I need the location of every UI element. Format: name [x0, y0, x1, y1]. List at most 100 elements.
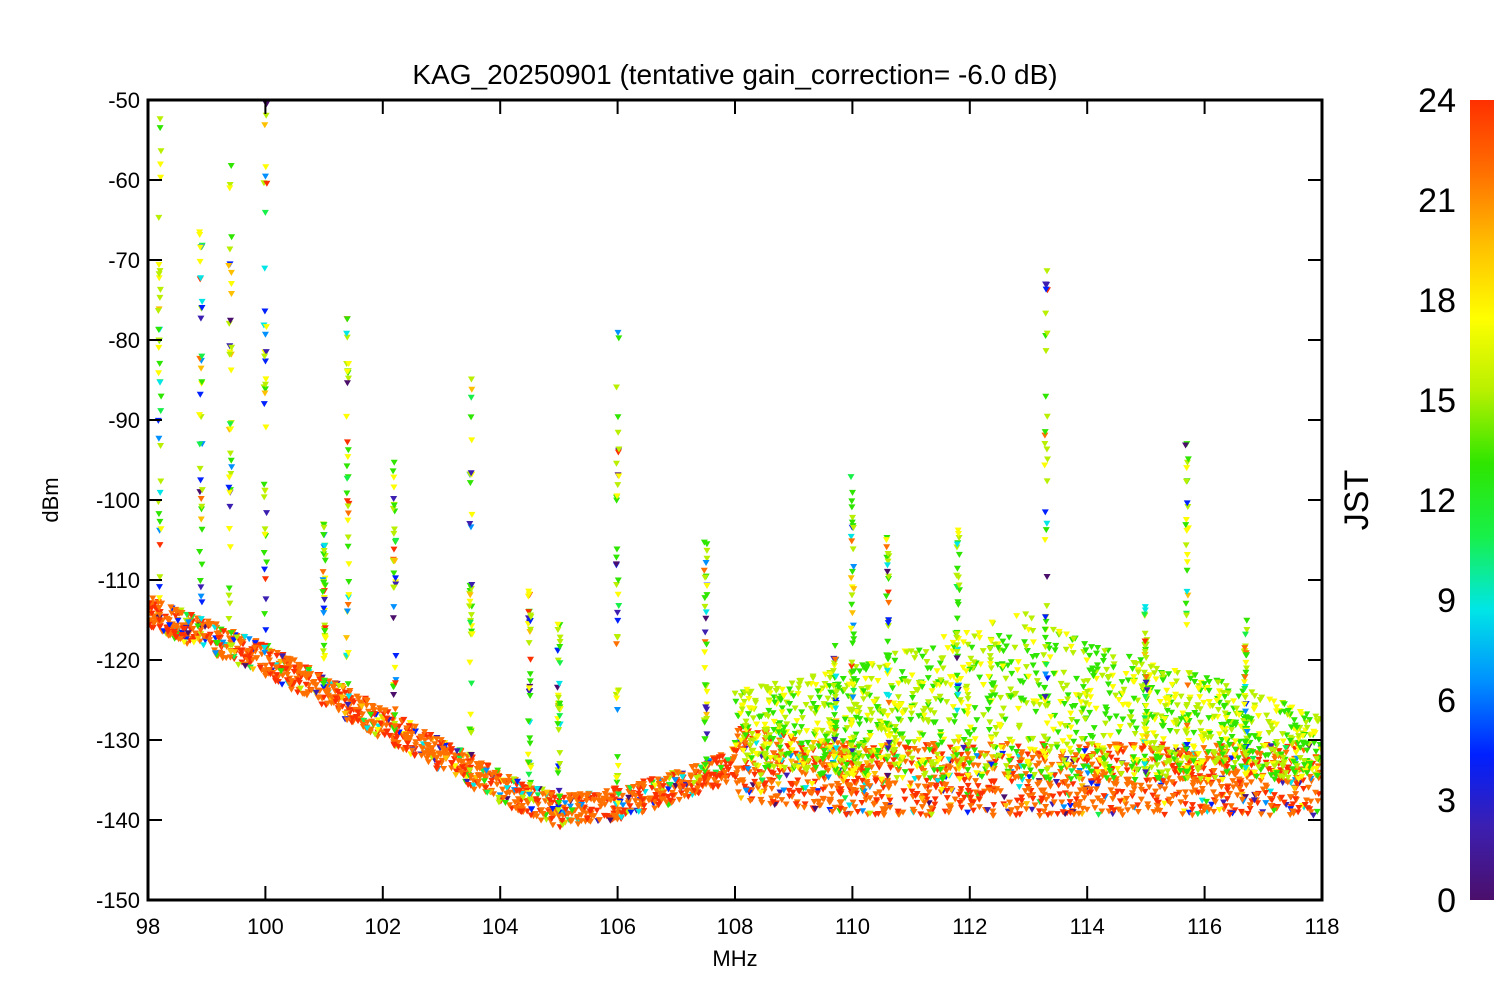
- band-point: [868, 758, 876, 765]
- peak-point: [882, 537, 890, 544]
- floor-point: [767, 769, 775, 776]
- floor-point: [1215, 806, 1223, 813]
- peak-point: [832, 689, 840, 696]
- peak-point: [1240, 744, 1248, 751]
- floor-point: [404, 740, 412, 747]
- floor-point: [757, 772, 765, 779]
- peak-point: [390, 604, 398, 611]
- peak-point: [1141, 715, 1149, 722]
- band-point: [1298, 773, 1306, 780]
- colorbar-tick-label: 21: [1418, 182, 1456, 220]
- floor-point: [754, 730, 762, 737]
- floor-point: [1300, 785, 1308, 792]
- band-point: [936, 767, 944, 774]
- floor-point: [1159, 741, 1167, 748]
- floor-point: [1217, 784, 1225, 791]
- floor-point: [787, 758, 795, 765]
- band-point: [964, 772, 972, 779]
- floor-point: [253, 655, 261, 662]
- floor-point: [382, 722, 390, 729]
- peak-point: [884, 551, 892, 558]
- peak-point: [1143, 740, 1151, 747]
- floor-point: [1198, 789, 1206, 796]
- band-point: [1057, 680, 1065, 687]
- floor-point: [938, 751, 946, 758]
- peak-point: [321, 557, 329, 564]
- floor-point: [912, 792, 920, 799]
- floor-point: [1110, 780, 1118, 787]
- band-point: [1271, 776, 1279, 783]
- band-point: [1197, 776, 1205, 783]
- floor-point: [1223, 796, 1231, 803]
- peak-point: [554, 621, 562, 628]
- floor-point: [1066, 791, 1074, 798]
- floor-point: [908, 760, 916, 767]
- floor-point: [172, 609, 180, 616]
- floor-point: [332, 695, 340, 702]
- band-point: [775, 757, 783, 764]
- peak-point: [261, 390, 269, 397]
- band-point: [1281, 708, 1289, 715]
- peak-point: [832, 766, 840, 773]
- peak-point: [884, 753, 892, 760]
- floor-point: [973, 753, 981, 760]
- band-point: [1125, 702, 1133, 709]
- floor-point: [658, 796, 666, 803]
- band-point: [776, 696, 784, 703]
- band-point: [904, 739, 912, 746]
- band-point: [767, 755, 775, 762]
- peak-point: [390, 526, 398, 533]
- band-point: [1076, 692, 1084, 699]
- band-point: [1001, 716, 1009, 723]
- floor-point: [1305, 784, 1313, 791]
- band-point: [1219, 776, 1227, 783]
- floor-point: [458, 752, 466, 759]
- band-point: [1213, 697, 1221, 704]
- floor-point: [1044, 812, 1052, 819]
- floor-point: [1094, 795, 1102, 802]
- peak-point: [226, 246, 234, 253]
- band-point: [991, 692, 999, 699]
- x-tick-label: 104: [482, 914, 519, 939]
- band-point: [1153, 665, 1161, 672]
- floor-point: [1114, 765, 1122, 772]
- floor-point: [262, 662, 270, 669]
- peak-point: [467, 394, 475, 401]
- floor-point: [646, 795, 654, 802]
- floor-point: [899, 809, 907, 816]
- peak-point: [524, 751, 532, 758]
- floor-point: [1051, 772, 1059, 779]
- floor-point: [230, 637, 238, 644]
- floor-point: [1028, 806, 1036, 813]
- floor-point: [792, 801, 800, 808]
- band-point: [1088, 741, 1096, 748]
- floor-point: [744, 766, 752, 773]
- peak-point: [389, 505, 397, 512]
- peak-point: [884, 656, 892, 663]
- floor-point: [412, 742, 420, 749]
- band-point: [1211, 774, 1219, 781]
- peak-point: [466, 619, 474, 626]
- floor-point: [1137, 782, 1145, 789]
- floor-point: [732, 774, 740, 781]
- peak-point: [1241, 686, 1249, 693]
- floor-point: [794, 777, 802, 784]
- band-point: [998, 713, 1006, 720]
- peak-point: [344, 454, 352, 461]
- peak-point: [1242, 708, 1250, 715]
- band-point: [924, 719, 932, 726]
- floor-point: [1013, 797, 1021, 804]
- floor-point: [1165, 796, 1173, 803]
- band-point: [930, 710, 938, 717]
- floor-point: [956, 799, 964, 806]
- band-point: [1078, 736, 1086, 743]
- peak-point: [467, 729, 475, 736]
- peak-point: [526, 678, 534, 685]
- floor-point: [187, 612, 195, 619]
- floor-point: [516, 805, 524, 812]
- band-point: [1172, 678, 1180, 685]
- floor-point: [1009, 770, 1017, 777]
- band-point: [816, 771, 824, 778]
- band-point: [919, 757, 927, 764]
- band-point: [1027, 767, 1035, 774]
